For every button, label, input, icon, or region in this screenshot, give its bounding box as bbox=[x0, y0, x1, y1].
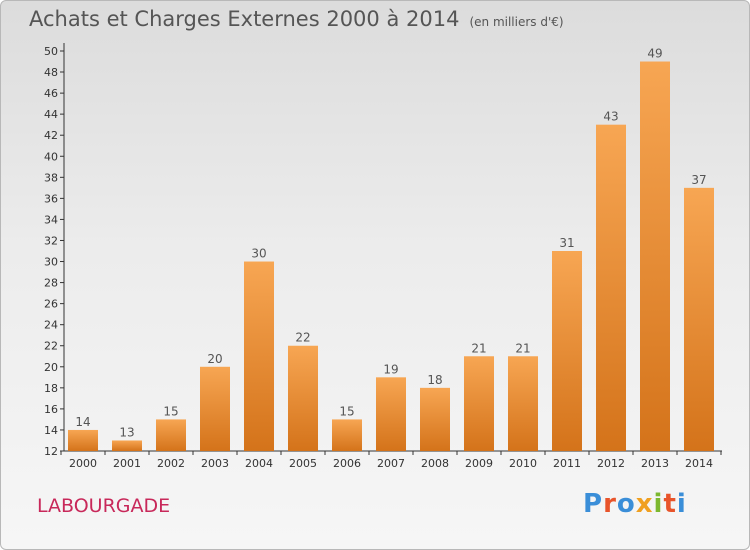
y-tick-label: 16 bbox=[44, 403, 58, 416]
logo-letter: i bbox=[653, 489, 664, 519]
data-label-2008: 18 bbox=[427, 373, 442, 387]
commune-name: LABOURGADE bbox=[37, 495, 171, 517]
y-tick-label: 12 bbox=[44, 445, 58, 458]
data-label-2012: 43 bbox=[603, 110, 618, 124]
y-tick-label: 38 bbox=[44, 171, 58, 184]
proxiti-logo[interactable]: Proxiti bbox=[583, 489, 687, 519]
y-tick-label: 30 bbox=[44, 256, 58, 269]
y-tick-label: 28 bbox=[44, 277, 58, 290]
logo-letter: t bbox=[663, 489, 677, 519]
bar-2010 bbox=[508, 356, 538, 451]
data-labels: 14 13 15 20 30 22 15 19 18 21 21 31 43 49 37 bbox=[75, 47, 706, 440]
bar-2004 bbox=[244, 261, 274, 451]
x-tick-label-2011: 2011 bbox=[553, 457, 581, 470]
y-tick-label: 26 bbox=[44, 298, 58, 311]
y-tick-label: 44 bbox=[44, 108, 58, 121]
y-tick-label: 24 bbox=[44, 319, 58, 332]
y-tick-label: 42 bbox=[44, 129, 58, 142]
chart-title-text: Achats et Charges Externes 2000 à 2014 bbox=[29, 7, 460, 31]
y-tick-label: 46 bbox=[44, 87, 58, 100]
chart-unit: (en milliers d'€) bbox=[469, 15, 564, 29]
y-tick-label: 14 bbox=[44, 424, 58, 437]
y-tick-label: 48 bbox=[44, 66, 58, 79]
bar-2007 bbox=[376, 377, 406, 451]
x-tick-label-2013: 2013 bbox=[641, 457, 669, 470]
bar-2009 bbox=[464, 356, 494, 451]
x-tick-label-2000: 2000 bbox=[69, 457, 97, 470]
bar-2008 bbox=[420, 387, 450, 451]
y-tick-label: 32 bbox=[44, 234, 58, 247]
x-tick-label-2007: 2007 bbox=[377, 457, 405, 470]
bar-2005 bbox=[288, 345, 318, 451]
data-label-2000: 14 bbox=[75, 415, 90, 429]
logo-letter: P bbox=[583, 489, 604, 519]
x-tick-label-2008: 2008 bbox=[421, 457, 449, 470]
x-tick-label-2009: 2009 bbox=[465, 457, 493, 470]
y-tick-label: 22 bbox=[44, 340, 58, 353]
bar-2006 bbox=[332, 419, 362, 451]
x-tick-label-2002: 2002 bbox=[157, 457, 185, 470]
data-label-2005: 22 bbox=[295, 331, 310, 345]
logo-letter: i bbox=[676, 489, 687, 519]
y-tick-label: 50 bbox=[44, 45, 58, 58]
x-tick-label-2004: 2004 bbox=[245, 457, 273, 470]
x-tick-label-2014: 2014 bbox=[685, 457, 713, 470]
x-tick-label-2003: 2003 bbox=[201, 457, 229, 470]
x-tick-label-2012: 2012 bbox=[597, 457, 625, 470]
axes: 12 14 16 18 20 22 24 26 28 30 32 34 36 38 40 42 44 46 48 50… bbox=[44, 43, 722, 470]
chart-title: Achats et Charges Externes 2000 à 2014 (e… bbox=[29, 7, 564, 31]
y-tick-label: 18 bbox=[44, 382, 58, 395]
bar-2002 bbox=[156, 419, 186, 451]
bar-2012 bbox=[596, 124, 626, 452]
bar-2014 bbox=[684, 187, 714, 451]
data-label-2002: 15 bbox=[163, 404, 178, 418]
data-label-2001: 13 bbox=[119, 425, 134, 439]
y-tick-label: 36 bbox=[44, 192, 58, 205]
data-label-2003: 20 bbox=[207, 352, 222, 366]
bar-2013 bbox=[640, 61, 670, 452]
data-label-2014: 37 bbox=[691, 173, 706, 187]
y-tick-label: 34 bbox=[44, 213, 58, 226]
bar-2001 bbox=[112, 440, 142, 451]
x-tick-label-2006: 2006 bbox=[333, 457, 361, 470]
bar-2000 bbox=[68, 429, 98, 451]
bar-2011 bbox=[552, 251, 582, 451]
x-tick-label-2010: 2010 bbox=[509, 457, 537, 470]
bar-2003 bbox=[200, 366, 230, 451]
y-tick-label: 20 bbox=[44, 361, 58, 374]
logo-letter: r bbox=[603, 489, 617, 519]
data-label-2011: 31 bbox=[559, 236, 574, 250]
x-tick-label-2001: 2001 bbox=[113, 457, 141, 470]
data-label-2007: 19 bbox=[383, 362, 398, 376]
data-label-2010: 21 bbox=[515, 341, 530, 355]
y-tick-label: 40 bbox=[44, 150, 58, 163]
logo-letter: x bbox=[635, 489, 654, 519]
data-label-2006: 15 bbox=[339, 404, 354, 418]
x-tick-label-2005: 2005 bbox=[289, 457, 317, 470]
data-label-2004: 30 bbox=[251, 247, 266, 261]
logo-letter: o bbox=[616, 489, 636, 519]
data-label-2009: 21 bbox=[471, 341, 486, 355]
data-label-2013: 49 bbox=[647, 47, 662, 61]
bars bbox=[68, 61, 714, 452]
